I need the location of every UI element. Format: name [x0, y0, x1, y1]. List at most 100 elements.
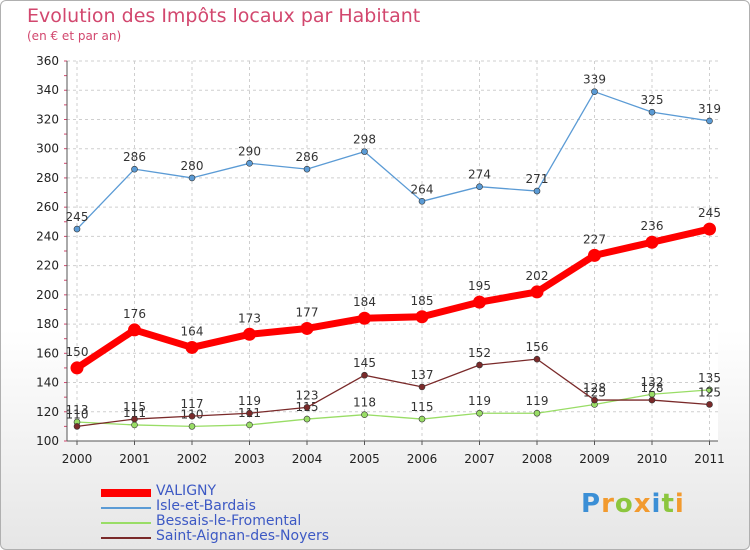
- data-label: 118: [353, 396, 376, 410]
- data-point: [188, 423, 196, 430]
- data-label: 164: [181, 324, 204, 338]
- data-point: [533, 355, 541, 363]
- data-label: 184: [353, 295, 376, 309]
- data-point: [645, 235, 659, 249]
- data-point: [188, 412, 196, 420]
- data-label: 119: [468, 394, 491, 408]
- legend-label: VALIGNY: [156, 483, 217, 499]
- data-point: [73, 225, 81, 233]
- data-point: [303, 165, 311, 173]
- data-point: [246, 409, 253, 417]
- legend-label: Bessais-le-Fromental: [156, 513, 302, 529]
- data-point: [303, 404, 311, 411]
- legend-swatch: [101, 507, 151, 509]
- data-point: [476, 409, 483, 417]
- data-point: [533, 409, 541, 417]
- data-point: [476, 183, 483, 190]
- data-label: 125: [698, 385, 721, 399]
- series-line-VALIGNY: [75, 225, 711, 371]
- data-label: 195: [468, 279, 491, 293]
- data-point: [648, 108, 656, 116]
- data-label: 117: [181, 397, 204, 411]
- proxiti-logo: Proxiti: [581, 489, 685, 519]
- data-point: [591, 396, 598, 404]
- logo-letter: P: [581, 489, 602, 519]
- data-label: 286: [296, 150, 319, 164]
- x-tick-label: 2006: [407, 452, 438, 466]
- data-label: 123: [296, 388, 319, 402]
- y-tick-label: 120: [36, 405, 59, 419]
- data-label: 298: [353, 133, 376, 147]
- y-tick-label: 160: [36, 346, 59, 360]
- data-point: [588, 248, 601, 262]
- data-label: 110: [66, 407, 89, 421]
- data-point: [415, 310, 429, 324]
- data-point: [358, 311, 371, 325]
- data-label: 145: [353, 356, 376, 370]
- data-label: 177: [296, 305, 319, 319]
- data-label: 271: [526, 172, 549, 186]
- data-label: 115: [123, 400, 146, 414]
- x-tick-label: 2000: [62, 452, 93, 466]
- y-tick-label: 360: [36, 54, 59, 68]
- data-label: 128: [583, 381, 606, 395]
- x-tick-label: 2009: [579, 452, 610, 466]
- x-tick-label: 2002: [177, 452, 208, 466]
- data-point: [303, 415, 311, 423]
- data-point: [300, 321, 314, 335]
- data-point: [418, 383, 426, 391]
- legend-label: Isle-et-Bardais: [156, 498, 256, 514]
- x-tick-label: 2003: [234, 452, 265, 466]
- logo-letter: i: [674, 489, 685, 519]
- data-label: 119: [238, 394, 261, 408]
- series-line-Saint-Aignan-des-Noyers: [76, 358, 710, 428]
- x-tick-label: 2005: [349, 452, 380, 466]
- data-point: [361, 371, 368, 379]
- data-label: 150: [66, 345, 89, 359]
- data-label: 274: [468, 168, 491, 182]
- data-label: 115: [411, 400, 434, 414]
- data-label: 236: [641, 219, 664, 233]
- logo-letter: r: [601, 489, 615, 519]
- data-label: 286: [123, 150, 146, 164]
- data-label: 319: [698, 102, 721, 116]
- data-label: 245: [698, 206, 721, 220]
- data-point: [706, 401, 713, 408]
- data-point: [530, 285, 544, 299]
- data-point: [591, 88, 598, 95]
- data-label: 152: [468, 346, 491, 360]
- logo-letter: t: [661, 489, 675, 519]
- data-point: [533, 187, 541, 195]
- y-tick-label: 240: [36, 229, 59, 243]
- y-tick-label: 280: [36, 171, 59, 185]
- series-line-Bessais-le-Fromental: [76, 389, 710, 428]
- data-point: [188, 174, 196, 182]
- y-tick-label: 340: [36, 83, 59, 97]
- chart-subtitle: (en € et par an): [27, 29, 122, 43]
- legend-swatch: [101, 489, 151, 497]
- data-point: [185, 340, 199, 354]
- data-point: [706, 117, 713, 125]
- logo-letter: o: [614, 489, 634, 519]
- data-label: 173: [238, 311, 261, 325]
- x-tick-label: 2004: [292, 452, 323, 466]
- data-label: 227: [583, 232, 606, 246]
- y-tick-label: 180: [36, 317, 59, 331]
- legend-swatch: [101, 522, 151, 524]
- data-label: 245: [66, 210, 89, 224]
- data-point: [703, 222, 716, 236]
- data-point: [246, 421, 253, 429]
- legend-label: Saint-Aignan-des-Noyers: [156, 528, 330, 544]
- y-tick-label: 260: [36, 200, 59, 214]
- data-label: 290: [238, 144, 261, 158]
- data-point: [361, 411, 368, 418]
- data-label: 325: [641, 93, 664, 107]
- legend-swatch: [101, 537, 151, 539]
- data-point: [70, 361, 84, 375]
- data-point: [418, 198, 426, 205]
- data-point: [418, 415, 426, 423]
- y-tick-label: 300: [36, 142, 59, 156]
- data-point: [243, 327, 256, 341]
